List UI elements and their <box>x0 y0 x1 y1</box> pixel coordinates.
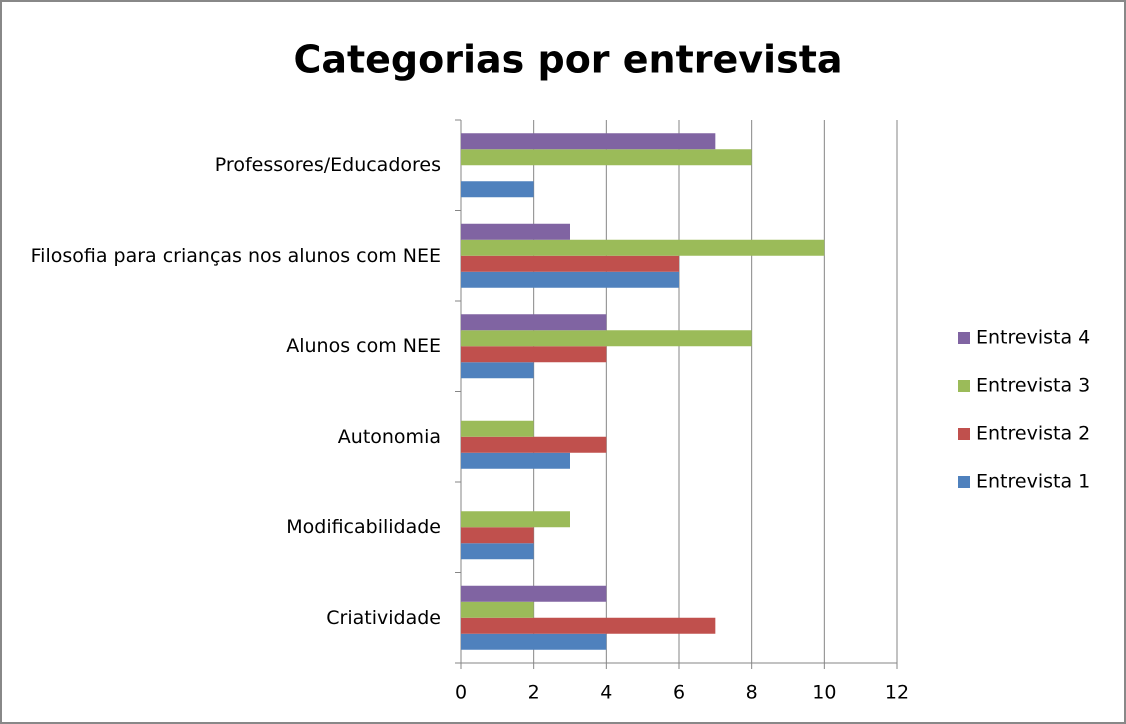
y-tick-label: Autonomia <box>337 425 441 448</box>
bar <box>461 601 534 618</box>
bar <box>461 255 679 272</box>
y-tick-label: Modificabilidade <box>286 516 441 539</box>
bar <box>461 617 716 634</box>
y-tick-label: Criatividade <box>326 606 441 629</box>
bar <box>461 436 607 453</box>
legend-swatch <box>958 476 970 488</box>
bar <box>461 633 607 650</box>
legend-label: Entrevista 1 <box>976 471 1090 493</box>
y-tick-label: Filosofia para crianças nos alunos com N… <box>30 244 441 267</box>
bar <box>461 543 534 560</box>
legend-swatch <box>958 332 970 344</box>
legend-label: Entrevista 3 <box>976 375 1090 397</box>
bar <box>461 330 752 347</box>
bar <box>461 271 679 288</box>
bar <box>461 420 534 437</box>
x-tick-label: 4 <box>600 682 612 704</box>
bar <box>461 585 607 602</box>
y-tick-label: Professores/Educadores <box>214 154 441 177</box>
bar <box>461 223 570 240</box>
bar <box>461 452 570 469</box>
bar <box>461 149 752 166</box>
bar <box>461 511 570 528</box>
x-tick-label: 10 <box>812 682 836 704</box>
bar <box>461 346 607 363</box>
bar <box>461 314 607 331</box>
y-tick-label: Alunos com NEE <box>286 335 441 358</box>
bar <box>461 133 716 150</box>
bar <box>461 527 534 544</box>
bar <box>461 181 534 198</box>
bar <box>461 362 534 379</box>
x-tick-label: 8 <box>746 682 758 704</box>
x-tick-label: 12 <box>885 682 909 704</box>
legend-label: Entrevista 4 <box>976 327 1090 349</box>
legend-swatch <box>958 380 970 392</box>
x-tick-label: 6 <box>673 682 685 704</box>
legend-label: Entrevista 2 <box>976 423 1090 445</box>
bar <box>461 239 825 256</box>
x-tick-label: 0 <box>455 682 467 704</box>
chart-title: Categorias por entrevista <box>293 38 842 82</box>
x-tick-label: 2 <box>528 682 540 704</box>
legend-swatch <box>958 428 970 440</box>
